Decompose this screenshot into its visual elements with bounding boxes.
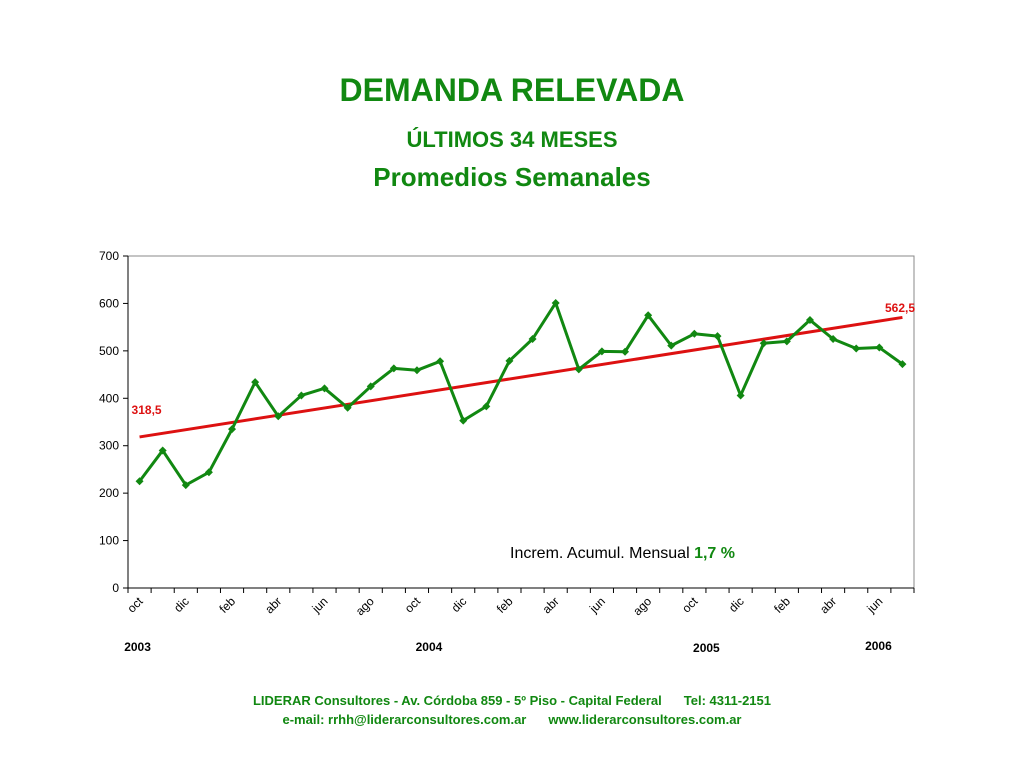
y-tick-label: 600 <box>99 296 119 310</box>
data-point <box>644 311 653 320</box>
x-tick-label: jun <box>864 594 886 616</box>
plot-area <box>127 255 915 589</box>
footer-email: e-mail: rrhh@liderarconsultores.com.ar <box>282 712 527 727</box>
x-tick-label: dic <box>726 594 747 615</box>
year-label: 2004 <box>416 640 443 654</box>
data-point <box>713 332 722 341</box>
x-tick-label: oct <box>679 594 701 616</box>
annotation-label: Increm. Acumul. Mensual <box>510 545 690 562</box>
data-point <box>875 343 884 352</box>
data-point <box>805 316 814 325</box>
data-point <box>366 382 375 391</box>
y-tick-label: 200 <box>99 486 119 500</box>
y-tick-label: 300 <box>99 439 119 453</box>
chart-subtitle: ÚLTIMOS 34 MESES <box>406 127 618 152</box>
footer-line-2: e-mail: rrhh@liderarconsultores.com.ar ww… <box>0 712 1024 727</box>
data-point <box>528 335 537 343</box>
year-label: 2005 <box>693 641 720 655</box>
data-point <box>158 446 167 455</box>
y-tick-label: 100 <box>99 534 119 548</box>
year-label: 2006 <box>865 639 892 653</box>
data-point <box>736 391 745 400</box>
data-point <box>829 335 838 343</box>
data-point <box>898 360 907 369</box>
data-point <box>228 425 237 434</box>
series-line <box>138 301 904 487</box>
data-point <box>389 364 398 373</box>
data-point <box>436 357 445 366</box>
x-tick-label: jun <box>586 594 608 616</box>
data-point <box>852 344 861 353</box>
data-point <box>135 477 144 486</box>
data-point <box>204 468 213 477</box>
data-point <box>621 347 630 356</box>
trend-end-label: 562,5 <box>885 301 915 315</box>
annotation-text: Increm. Acumul. Mensual 1,7 % <box>510 545 735 562</box>
data-point <box>251 378 260 387</box>
chart-subtitle-2: Promedios Semanales <box>373 162 651 192</box>
x-tick-label: abr <box>540 594 562 616</box>
footer-address: LIDERAR Consultores - Av. Córdoba 859 - … <box>252 693 662 708</box>
x-tick-label: feb <box>494 594 516 616</box>
trend-line <box>139 315 903 439</box>
x-tick-label: jun <box>309 594 331 616</box>
footer-website: www.liderarconsultores.com.ar <box>548 712 742 727</box>
x-tick-label: dic <box>171 594 192 615</box>
year-label: 2003 <box>124 640 151 654</box>
x-tick-label: feb <box>216 594 238 616</box>
data-point <box>459 416 468 425</box>
footer-line-1: LIDERAR Consultores - Av. Córdoba 859 - … <box>0 693 1024 708</box>
y-tick-label: 500 <box>99 344 119 358</box>
data-point <box>690 329 699 338</box>
x-tick-label: ago <box>630 594 654 618</box>
data-point <box>574 365 583 374</box>
data-point <box>297 391 306 400</box>
data-point <box>320 384 329 393</box>
trend-start-label: 318,5 <box>132 403 162 417</box>
x-tick-label: ago <box>353 594 377 618</box>
data-point <box>667 341 676 350</box>
chart-title: DEMANDA RELEVADA <box>339 72 685 108</box>
x-tick-label: oct <box>402 594 424 616</box>
footer-phone: Tel: 4311-2151 <box>683 693 771 708</box>
y-tick-label: 0 <box>112 581 119 595</box>
x-tick-label: feb <box>771 594 793 616</box>
x-tick-label: dic <box>449 594 470 615</box>
data-point <box>343 403 352 412</box>
x-tick-label: abr <box>817 594 839 616</box>
annotation-value: 1,7 % <box>690 545 735 562</box>
data-point <box>412 366 421 375</box>
data-point <box>505 356 514 365</box>
data-point <box>551 298 560 307</box>
data-point <box>597 347 606 356</box>
data-point <box>782 337 791 346</box>
data-point <box>181 481 190 490</box>
x-tick-label: abr <box>262 594 284 616</box>
data-point <box>274 412 283 421</box>
data-point <box>759 339 768 348</box>
data-point <box>482 402 491 411</box>
x-tick-label: oct <box>124 594 146 616</box>
y-tick-label: 400 <box>99 391 119 405</box>
y-tick-label: 700 <box>99 249 119 263</box>
